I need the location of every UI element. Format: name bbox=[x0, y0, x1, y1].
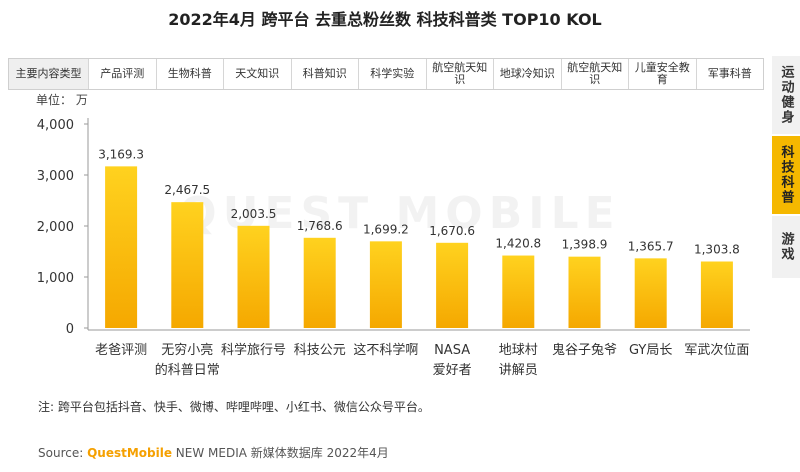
chart-title: 2022年4月 跨平台 去重总粉丝数 科技科普类 TOP10 KOL bbox=[168, 10, 602, 29]
content-type-cell: 航空航天知识 bbox=[560, 59, 629, 89]
bar-value-label: 2,003.5 bbox=[231, 207, 277, 221]
source-prefix: Source: bbox=[38, 446, 88, 460]
bar bbox=[369, 241, 402, 328]
content-type-cell: 产品评测 bbox=[88, 59, 156, 89]
x-category-label: GY局长 bbox=[629, 343, 672, 358]
x-category-label: 的科普日常 bbox=[155, 362, 220, 378]
bar-value-label: 2,467.5 bbox=[164, 183, 210, 197]
source-brand: QuestMobile bbox=[87, 446, 172, 460]
x-category-label: 军武次位面 bbox=[684, 342, 749, 358]
bar bbox=[237, 225, 270, 328]
content-type-header: 主要内容类型 bbox=[8, 59, 88, 89]
bar-value-label: 1,398.9 bbox=[562, 238, 608, 252]
x-category-label: NASA bbox=[434, 343, 470, 358]
y-tick-label: 1,000 bbox=[37, 271, 74, 286]
bar bbox=[502, 255, 535, 328]
bar bbox=[171, 202, 204, 328]
bar bbox=[105, 166, 138, 328]
x-category-label: 这不科学啊 bbox=[353, 342, 418, 358]
x-category-label: 科技公元 bbox=[294, 343, 346, 358]
source-suffix: NEW MEDIA 新媒体数据库 2022年4月 bbox=[171, 446, 389, 460]
side-tab-tech[interactable]: 科技科普 bbox=[772, 136, 800, 216]
content-type-cell: 儿童安全教育 bbox=[628, 59, 696, 89]
content-type-cell: 科学实验 bbox=[358, 59, 426, 89]
bar-value-label: 1,768.6 bbox=[297, 219, 343, 233]
x-category-label: 科学旅行号 bbox=[221, 342, 286, 358]
x-category-label: 爱好者 bbox=[433, 363, 472, 378]
content-type-cell: 科普知识 bbox=[290, 59, 359, 89]
y-tick-label: 0 bbox=[66, 322, 74, 337]
unit-label: 单位： 万 bbox=[36, 93, 88, 107]
x-category-label: 无穷小亮 bbox=[161, 342, 213, 358]
bar-value-label: 1,670.6 bbox=[429, 224, 475, 238]
bar bbox=[634, 258, 667, 328]
y-tick-label: 4,000 bbox=[37, 118, 74, 133]
content-type-cell: 天文知识 bbox=[223, 59, 291, 89]
bar bbox=[436, 242, 469, 328]
y-tick-label: 2,000 bbox=[37, 220, 74, 235]
footnote: 注: 跨平台包括抖音、快手、微博、哔哩哔哩、小红书、微信公众号平台。 bbox=[38, 400, 430, 414]
content-type-bar: 主要内容类型 产品评测 生物科普 天文知识 科普知识 科学实验 航空航天知识 地… bbox=[8, 58, 764, 90]
x-category-label: 讲解员 bbox=[499, 363, 538, 378]
content-type-cell: 航空航天知识 bbox=[425, 59, 494, 89]
side-tab-games[interactable]: 游戏 bbox=[772, 216, 800, 280]
side-tab-sports[interactable]: 运动健身 bbox=[772, 56, 800, 136]
x-category-label: 鬼谷子兔爷 bbox=[552, 342, 617, 358]
x-category-label: 地球村 bbox=[499, 343, 538, 358]
bar-value-label: 3,169.3 bbox=[98, 147, 144, 161]
bar-value-label: 1,303.8 bbox=[694, 243, 740, 257]
bar bbox=[568, 256, 601, 328]
y-tick-label: 3,000 bbox=[37, 169, 74, 184]
source-line: Source: QuestMobile NEW MEDIA 新媒体数据库 202… bbox=[38, 444, 389, 461]
content-type-cell: 地球冷知识 bbox=[493, 59, 561, 89]
bar-value-label: 1,699.2 bbox=[363, 222, 409, 236]
bar-value-label: 1,420.8 bbox=[495, 237, 541, 251]
x-category-label: 老爸评测 bbox=[95, 343, 147, 358]
bar bbox=[303, 237, 336, 328]
bar bbox=[700, 261, 733, 328]
bar-value-label: 1,365.7 bbox=[628, 239, 674, 253]
content-type-cell: 生物科普 bbox=[155, 59, 224, 89]
side-tabs: 运动健身 科技科普 游戏 bbox=[772, 56, 800, 280]
content-type-cell: 军事科普 bbox=[695, 59, 764, 89]
